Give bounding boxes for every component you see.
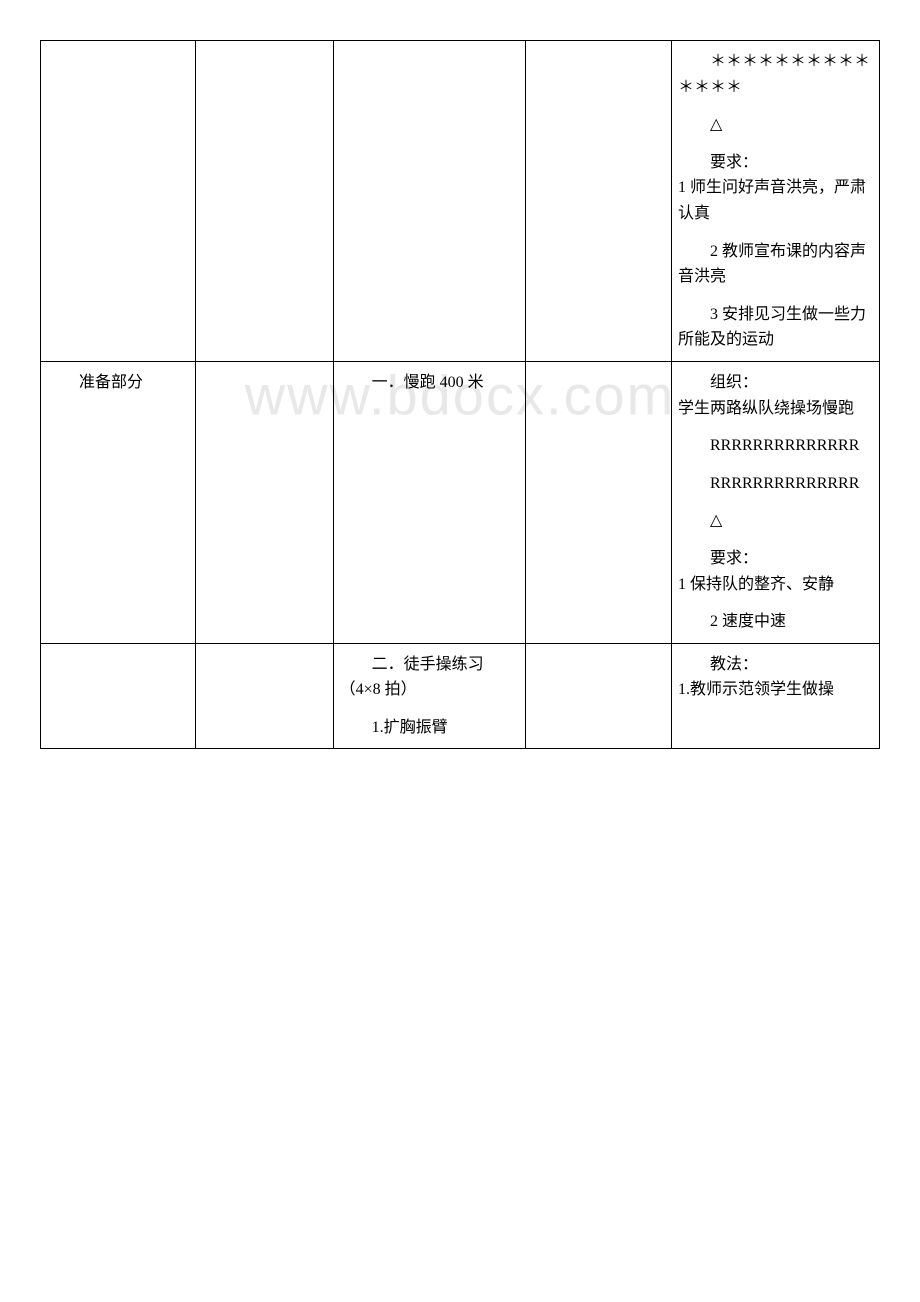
lesson-plan-table: ＊＊＊＊＊＊＊＊＊＊＊＊＊＊ △ 要求： 1 师生问好声音洪亮，严肃认真 2 教…	[40, 40, 880, 749]
organization-label: 组织：	[678, 370, 873, 396]
activity-item: 1.扩胸振臂	[340, 715, 519, 741]
cell-load	[525, 643, 671, 749]
cell-organization: 教法： 1.教师示范领学生做操	[671, 643, 879, 749]
cell-organization: 组织： 学生两路纵队绕操场慢跑 RRRRRRRRRRRRRR RRRRRRRRR…	[671, 361, 879, 643]
requirement-text: 1 师生问好声音洪亮，严肃认真	[678, 179, 866, 222]
table-row: 二．徒手操练习（4×8 拍） 1.扩胸振臂 教法： 1.教师示范领学生做操	[41, 643, 880, 749]
cell-section: 准备部分	[41, 361, 196, 643]
cell-content: 一．慢跑 400 米	[333, 361, 525, 643]
cell-section	[41, 41, 196, 362]
formation-letters: RRRRRRRRRRRRRR	[678, 471, 873, 497]
cell-load	[525, 361, 671, 643]
requirement-label: 要求：	[678, 546, 873, 572]
requirement-text: 2 教师宣布课的内容声音洪亮	[678, 239, 873, 290]
table-row: ＊＊＊＊＊＊＊＊＊＊＊＊＊＊ △ 要求： 1 师生问好声音洪亮，严肃认真 2 教…	[41, 41, 880, 362]
activity-text: 一．慢跑 400 米	[340, 370, 519, 396]
requirement-text: 3 安排见习生做一些力所能及的运动	[678, 302, 873, 353]
organization-text: 学生两路纵队绕操场慢跑	[678, 400, 854, 417]
requirement-label: 要求：	[678, 150, 873, 176]
method-label: 教法：	[678, 652, 873, 678]
stars-formation: ＊＊＊＊＊＊＊＊＊＊＊＊＊＊	[678, 49, 873, 100]
triangle-icon: △	[678, 112, 873, 138]
cell-content	[333, 41, 525, 362]
formation-letters: RRRRRRRRRRRRRR	[678, 433, 873, 459]
section-title: 准备部分	[47, 370, 189, 396]
cell-time	[196, 361, 333, 643]
cell-organization: ＊＊＊＊＊＊＊＊＊＊＊＊＊＊ △ 要求： 1 师生问好声音洪亮，严肃认真 2 教…	[671, 41, 879, 362]
activity-title: 二．徒手操练习（4×8 拍）	[340, 652, 519, 703]
cell-section	[41, 643, 196, 749]
triangle-icon: △	[678, 508, 873, 534]
cell-time	[196, 643, 333, 749]
requirement-text: 1 保持队的整齐、安静	[678, 576, 834, 593]
cell-load	[525, 41, 671, 362]
requirement-text: 2 速度中速	[678, 609, 873, 635]
method-text: 1.教师示范领学生做操	[678, 681, 834, 698]
cell-content: 二．徒手操练习（4×8 拍） 1.扩胸振臂	[333, 643, 525, 749]
table-row: 准备部分 一．慢跑 400 米 组织： 学生两路纵队绕操场慢跑 RRRRRRRR…	[41, 361, 880, 643]
cell-time	[196, 41, 333, 362]
